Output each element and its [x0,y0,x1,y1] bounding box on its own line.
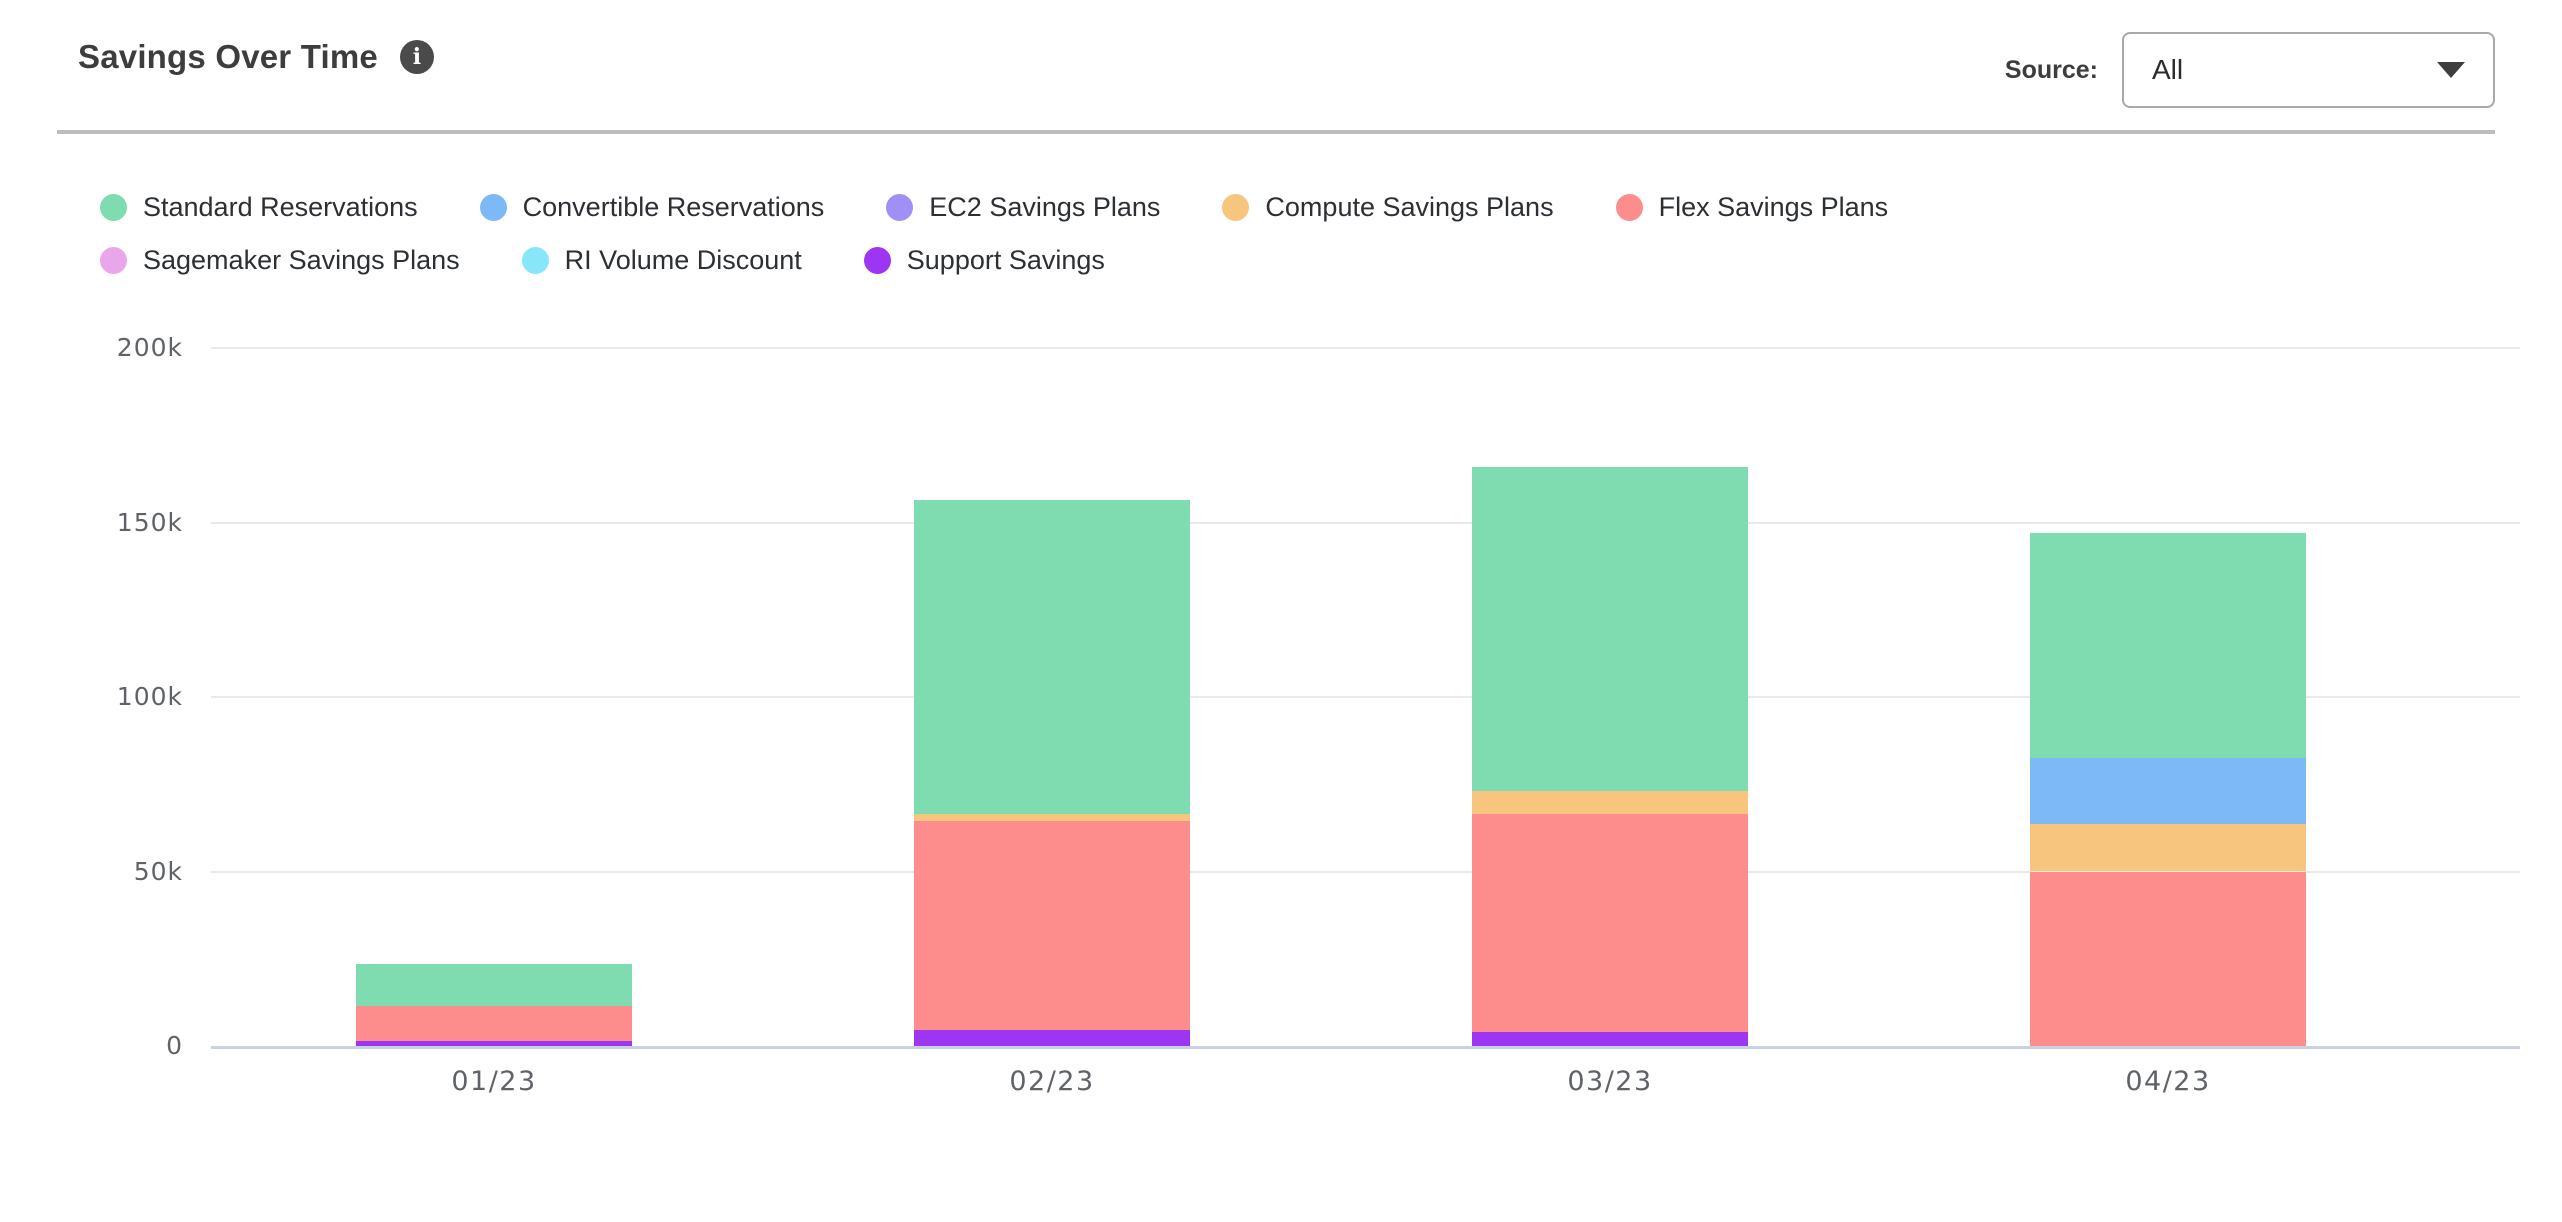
chevron-down-icon [2437,62,2465,78]
legend-item-label: Convertible Reservations [522,192,825,222]
x-axis-tick-label: 04/23 [2125,1066,2211,1097]
bar-segment[interactable] [914,499,1190,814]
bar-segment[interactable] [356,1006,632,1042]
legend-color-dot-icon [1615,194,1643,221]
source-control: Source: All [2005,32,2495,108]
panel-header: Savings Over Time i [78,38,434,76]
info-icon[interactable]: i [399,40,434,74]
legend-item[interactable]: Compute Savings Plans [1222,192,1554,223]
legend-color-dot-icon [1222,194,1250,221]
legend-item-label: Compute Savings Plans [1265,192,1554,222]
bar-segment[interactable] [1472,1032,1748,1046]
header-divider [57,130,2495,134]
legend-color-dot-icon [100,194,127,221]
legend-item-label: RI Volume Discount [564,245,802,275]
y-gridline [211,696,2520,698]
legend-item-label: Flex Savings Plans [1658,192,1889,222]
x-axis-tick-label: 01/23 [451,1066,537,1097]
bar-segment[interactable] [1472,791,1748,814]
legend-color-dot-icon [521,247,549,274]
y-axis-tick-label: 150k [116,507,183,537]
bar-segment[interactable] [356,1041,632,1046]
y-gridline [211,870,2520,873]
bar-segment[interactable] [1472,813,1748,1033]
y-axis-tick-label: 100k [116,682,183,711]
legend-item-label: Sagemaker Savings Plans [143,245,460,275]
legend-color-dot-icon [863,247,891,274]
bar-segment[interactable] [2030,758,2306,825]
page-title: Savings Over Time [78,38,378,75]
x-axis-tick-label: 02/23 [1009,1066,1095,1097]
legend-item[interactable]: EC2 Savings Plans [886,192,1160,223]
y-gridline [211,347,2520,349]
bar-segment[interactable] [914,1030,1190,1046]
legend-item-label: EC2 Savings Plans [929,192,1161,222]
bar-segment[interactable] [2030,532,2306,759]
source-select-value: All [2152,54,2184,85]
legend-color-dot-icon [479,194,507,221]
bar-segment[interactable] [914,813,1190,821]
legend-color-dot-icon [886,194,914,221]
source-select[interactable]: All [2122,32,2495,108]
legend-item-label: Standard Reservations [143,192,418,222]
legend-color-dot-icon [100,247,127,274]
x-axis-tick-label: 03/23 [1567,1066,1653,1097]
x-axis-line [211,1046,2520,1049]
legend-item-label: Support Savings [906,245,1105,275]
y-gridline [211,521,2520,524]
y-axis-tick-label: 50k [133,856,183,886]
legend-item[interactable]: Convertible Reservations [479,192,825,223]
legend-item[interactable]: Standard Reservations [100,192,418,223]
y-axis-tick-label: 0 [166,1031,183,1060]
bar-segment[interactable] [2030,824,2306,872]
bar-segment[interactable] [356,964,632,1007]
source-label: Source: [2004,55,2098,84]
legend-item[interactable]: Support Savings [863,245,1105,276]
bar-segment[interactable] [1472,466,1748,792]
bar-segment[interactable] [2030,871,2306,1046]
y-axis-tick-label: 200k [116,333,183,362]
chart-legend: Standard Reservations Convertible Reserva… [100,192,2250,276]
legend-item[interactable]: Flex Savings Plans [1615,192,1889,223]
bar-segment[interactable] [914,820,1190,1031]
legend-item[interactable]: Sagemaker Savings Plans [100,245,460,276]
legend-item[interactable]: RI Volume Discount [521,245,802,276]
